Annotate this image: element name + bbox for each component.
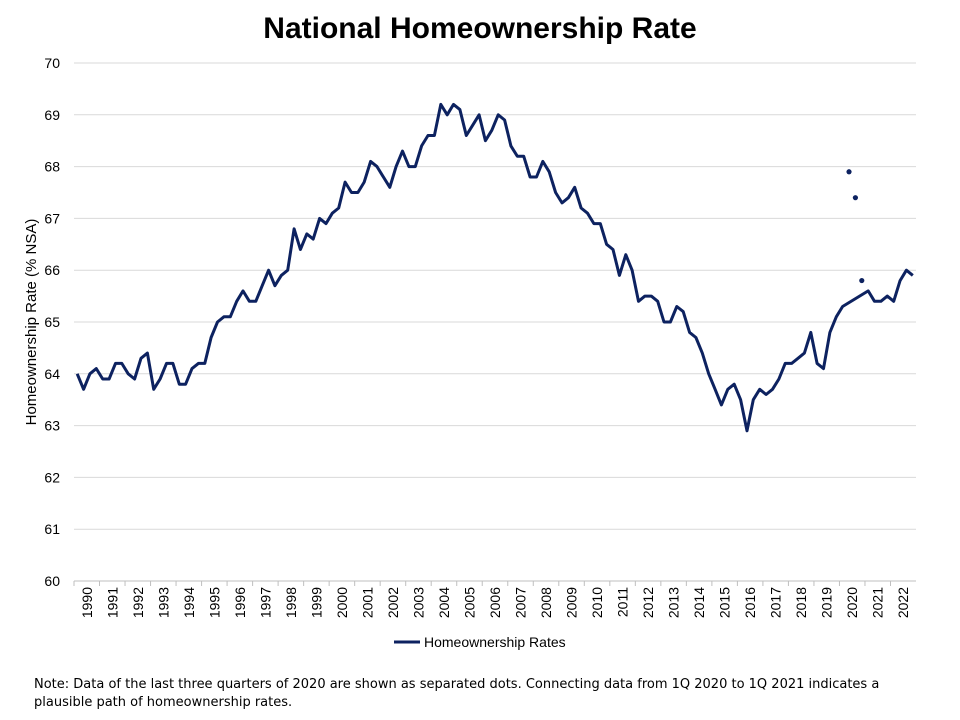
x-tick-label: 2010 — [589, 587, 605, 618]
x-tick-label: 2013 — [666, 587, 682, 618]
y-tick-label: 63 — [44, 418, 60, 434]
x-tick-label: 2012 — [640, 587, 656, 618]
x-tick-label: 2019 — [819, 587, 835, 618]
y-axis-ticks: 60 61 62 63 64 65 66 67 68 69 70 — [44, 55, 60, 589]
x-tick-label: 2007 — [513, 587, 529, 618]
y-tick-label: 60 — [44, 573, 60, 589]
x-tick-label: 2003 — [410, 587, 426, 618]
x-tick-label: 2018 — [793, 587, 809, 618]
x-tick-label: 2004 — [436, 587, 452, 618]
y-tick-label: 70 — [44, 55, 60, 71]
x-tick-label: 2005 — [461, 587, 477, 618]
x-tick-label: 2009 — [564, 587, 580, 618]
x-tick-label: 1997 — [257, 587, 273, 618]
y-tick-label: 68 — [44, 159, 60, 175]
separated-dot-2020 — [846, 169, 852, 175]
x-tick-label: 2015 — [717, 587, 733, 618]
x-tick-label: 1990 — [79, 587, 95, 618]
x-tick-label: 2008 — [538, 587, 554, 618]
y-axis-label: Homeownership Rate (% NSA) — [23, 219, 40, 426]
y-tick-label: 61 — [44, 521, 60, 537]
x-tick-label: 2014 — [691, 587, 707, 618]
x-tick-label: 1996 — [232, 587, 248, 618]
x-tick-label: 1994 — [181, 587, 197, 618]
footnote: Note: Data of the last three quarters of… — [34, 677, 880, 710]
x-tick-label: 1995 — [206, 587, 222, 618]
x-tick-label: 1991 — [104, 587, 120, 618]
x-tick-label: 1998 — [283, 587, 299, 618]
y-tick-label: 66 — [44, 262, 60, 278]
grid-lines — [74, 62, 916, 530]
y-tick-label: 65 — [44, 314, 60, 330]
separated-dot-2020 — [852, 195, 859, 201]
x-tick-label: 2017 — [768, 587, 784, 618]
x-tick-label: 2021 — [870, 587, 886, 618]
x-tick-label: 2000 — [334, 587, 350, 618]
x-tick-label: 1992 — [130, 587, 146, 618]
x-tick-label: 2016 — [742, 587, 758, 618]
x-tick-label: 2002 — [385, 587, 401, 618]
series-line-homeownership-rates — [75, 102, 914, 433]
y-tick-label: 69 — [44, 107, 60, 123]
separated-dot-2020 — [859, 277, 865, 284]
y-tick-label: 62 — [44, 469, 60, 485]
y-tick-label: 64 — [44, 366, 60, 382]
x-tick-label: 2022 — [895, 587, 911, 618]
x-tick-label: 2011 — [615, 587, 631, 617]
x-tick-label: 1993 — [155, 587, 171, 618]
x-axis-ticks: 1990 1991 1992 1993 1994 1995 1996 1997 1998 1999… — [73, 581, 911, 618]
series-layer — [75, 102, 914, 433]
x-tick-label: 1999 — [308, 587, 324, 618]
legend-label: Homeownership Rates — [424, 634, 566, 650]
y-tick-label: 67 — [44, 210, 60, 226]
x-tick-label: 2006 — [487, 587, 503, 618]
x-tick-label: 2020 — [844, 587, 860, 618]
chart-title: National Homeownership Rate — [263, 12, 697, 45]
x-tick-label: 2001 — [359, 587, 375, 618]
legend: Homeownership Rates — [394, 634, 566, 650]
